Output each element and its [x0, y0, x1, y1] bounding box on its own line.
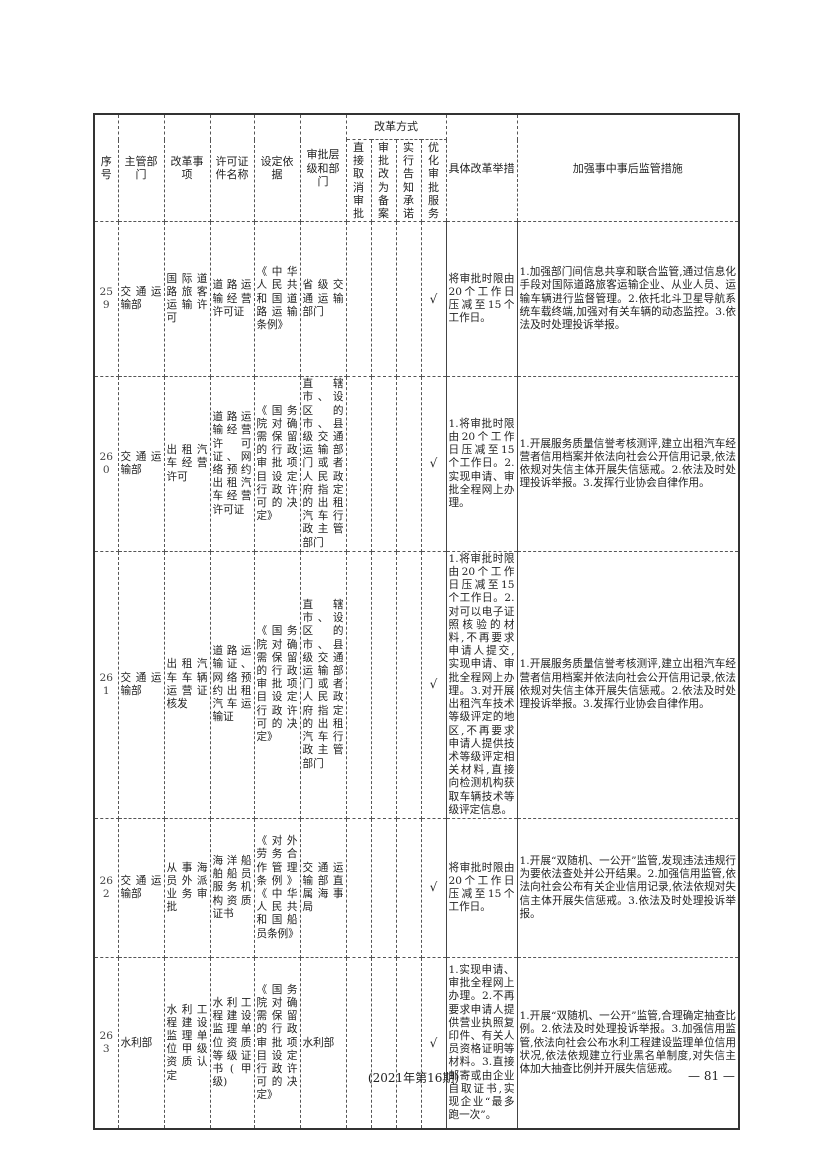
cell-seq: 263: [93, 956, 119, 1130]
cell-dept: 交通运输部: [117, 376, 165, 552]
table-row: 261 交通运输部 出租汽车车辆运营证核发 道路运输证、网络预约出租汽车运输证 《国务院…: [93, 550, 740, 819]
header-mode-filing: 审批改为备案: [370, 138, 397, 223]
cell-optimize: √: [420, 956, 447, 1130]
cell-notice: [395, 376, 422, 552]
cell-filing: [370, 956, 397, 1130]
cell-cancel: [345, 550, 372, 819]
header-dept: 主管部门: [117, 113, 165, 223]
cell-seq: 261: [93, 550, 119, 819]
cell-dept: 交通运输部: [117, 550, 165, 819]
header-level: 审批层级和部门: [299, 113, 347, 223]
cell-basis: 《对外劳务合作管理条例》《中华人民共和国船员条例》: [253, 817, 301, 958]
table-row: 262 交通运输部 从事海员外派业务审批 海洋船舶船员服务机构资质证书 《对外劳务合作管…: [93, 817, 740, 958]
header-mode-optimize: 优化审批服务: [420, 138, 447, 223]
table-header: 序号 主管部门 改革事项 许可证件名称 设定依据 审批层级和部门 改革方式 具体…: [93, 113, 740, 223]
cell-supervision: 1.开展“双随机、一公开”监管,发现违法违规行为要依法查处并公开结果。2.加强信…: [516, 817, 740, 958]
cell-notice: [395, 550, 422, 819]
cell-level: 直辖市、设区的市、县级交通运输部门或者人民政府指定的出租汽车行政主管部门: [299, 376, 347, 552]
cell-dept: 交通运输部: [117, 221, 165, 378]
header-mode-cancel: 直接取消审批: [345, 138, 372, 223]
cell-filing: [370, 550, 397, 819]
cell-item: 国际道路旅客运输许可: [163, 221, 211, 378]
cell-basis: 《国务院对确需保留的行政审批项目设定行政许可的决定》: [253, 550, 301, 819]
header-mode-notice: 实行告知承诺: [395, 138, 422, 223]
cell-dept: 水利部: [117, 956, 165, 1130]
cell-seq: 262: [93, 817, 119, 958]
table-row: 263 水利部 水利工程建设监理单位甲级资质认定 水利工程建设监理单位资质等级证书(甲…: [93, 956, 740, 1130]
cell-basis: 《中华人民共和国道路运输条例》: [253, 221, 301, 378]
cell-cancel: [345, 221, 372, 378]
cell-license: 道路运输证、网络预约出租汽车运输证: [209, 550, 255, 819]
cell-seq: 259: [93, 221, 119, 378]
table-body: 259 交通运输部 国际道路旅客运输许可 道路运输经营许可证 《中华人民共和国道路运输条…: [93, 221, 740, 1130]
cell-filing: [370, 817, 397, 958]
cell-notice: [395, 956, 422, 1130]
cell-notice: [395, 221, 422, 378]
cell-item: 出租汽车车辆运营证核发: [163, 550, 211, 819]
cell-license: 海洋船舶船员服务机构资质证书: [209, 817, 255, 958]
header-license: 许可证件名称: [209, 113, 255, 223]
cell-measures: 1.实现申请、审批全程网上办理。2.不再要求申请人提供营业执照复印件、有关人员资…: [445, 956, 518, 1130]
header-seq: 序号: [93, 113, 119, 223]
cell-level: 直辖市、设区的市、县级交通运输部门或者人民政府指定的出租汽车行政主管部门: [299, 550, 347, 819]
header-supervision: 加强事中事后监管措施: [516, 113, 740, 223]
cell-seq: 260: [93, 376, 119, 552]
cell-optimize: √: [420, 376, 447, 552]
page-number: — 81 —: [688, 1069, 735, 1083]
cell-filing: [370, 376, 397, 552]
cell-license: 道路运输经营许可证、网络预约出租汽车经营许可证: [209, 376, 255, 552]
cell-dept: 交通运输部: [117, 817, 165, 958]
cell-measures: 将审批时限由20个工作日压减至15个工作日。: [445, 817, 518, 958]
cell-license: 道路运输经营许可证: [209, 221, 255, 378]
cell-level: 省级交通运输部门: [299, 221, 347, 378]
cell-optimize: √: [420, 550, 447, 819]
cell-level: 交通运输部直属海事局: [299, 817, 347, 958]
cell-supervision: 1.开展“双随机、一公开”监管,合理确定抽查比例。2.依法及时处理投诉举报。3.…: [516, 956, 740, 1130]
cell-supervision: 1.开展服务质量信誉考核测评,建立出租汽车经营者信用档案并依法向社会公开信用记录…: [516, 376, 740, 552]
cell-optimize: √: [420, 221, 447, 378]
cell-measures: 1.将审批时限由20个工作日压减至15个工作日。2.对可以电子证照核验的材料,不…: [445, 550, 518, 819]
cell-cancel: [345, 956, 372, 1130]
header-basis: 设定依据: [253, 113, 301, 223]
cell-supervision: 1.加强部门间信息共享和联合监管,通过信息化手段对国际道路旅客运输企业、从业人员…: [516, 221, 740, 378]
header-measures: 具体改革举措: [445, 113, 518, 223]
cell-cancel: [345, 817, 372, 958]
cell-measures: 将审批时限由20个工作日压减至15个工作日。: [445, 221, 518, 378]
cell-notice: [395, 817, 422, 958]
header-mode-group: 改革方式: [345, 113, 447, 140]
cell-basis: 《国务院对确需保留的行政审批项目设定行政许可的决定》: [253, 376, 301, 552]
issue-label: (2021年第16期): [367, 1071, 460, 1085]
cell-item: 出租汽车经营许可: [163, 376, 211, 552]
cell-filing: [370, 221, 397, 378]
cell-license: 水利工程建设监理单位资质等级证书(甲级): [209, 956, 255, 1130]
cell-optimize: √: [420, 817, 447, 958]
cell-item: 水利工程建设监理单位甲级资质认定: [163, 956, 211, 1130]
table-row: 259 交通运输部 国际道路旅客运输许可 道路运输经营许可证 《中华人民共和国道路运输条…: [93, 221, 740, 378]
cell-level: 水利部: [299, 956, 347, 1130]
cell-basis: 《国务院对确需保留的行政审批项目设定行政许可的决定》: [253, 956, 301, 1130]
reform-table: 序号 主管部门 改革事项 许可证件名称 设定依据 审批层级和部门 改革方式 具体…: [93, 113, 740, 1131]
cell-supervision: 1.开展服务质量信誉考核测评,建立出租汽车经营者信用档案并依法向社会公开信用记录…: [516, 550, 740, 819]
header-item: 改革事项: [163, 113, 211, 223]
cell-measures: 1.将审批时限由20个工作日压减至15个工作日。2.实现申请、审批全程网上办理。: [445, 376, 518, 552]
cell-cancel: [345, 376, 372, 552]
cell-item: 从事海员外派业务审批: [163, 817, 211, 958]
table-row: 260 交通运输部 出租汽车经营许可 道路运输经营许可证、网络预约出租汽车经营许可证《…: [93, 376, 740, 552]
